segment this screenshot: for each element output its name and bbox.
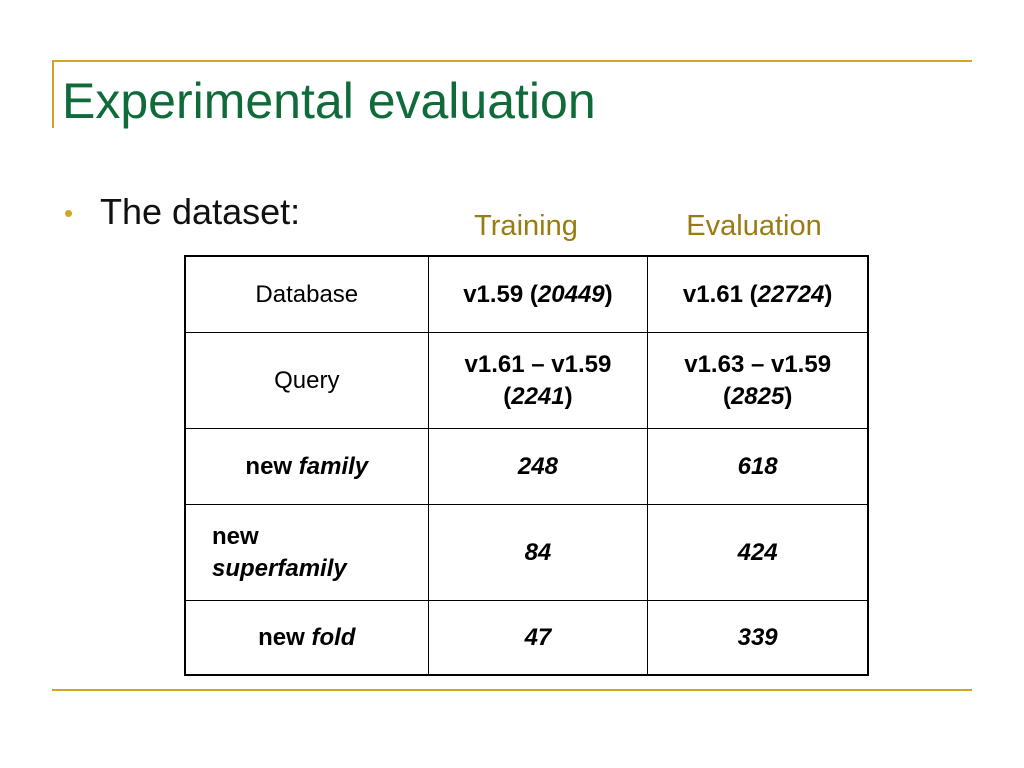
bullet-text: The dataset: [100,191,301,232]
cell-new-family-evaluation: 618 [647,428,869,505]
cell-new-superfamily-training: 84 [427,504,649,601]
cell-database-label: Database [184,255,429,333]
cell-new-fold-training: 47 [427,600,649,676]
cell-new-superfamily-evaluation: 424 [647,504,869,601]
slide-title: Experimental evaluation [62,73,596,129]
table-row-new-fold: new fold 47 339 [184,600,869,676]
cell-new-family-training: 248 [427,428,649,505]
bottom-rule [52,689,972,691]
cell-query-training: v1.61 – v1.59 (2241) [427,332,649,429]
table-row-query: Query v1.61 – v1.59 (2241) v1.63 – v1.59(… [184,332,869,429]
cell-query-evaluation: v1.63 – v1.59 (2825) [647,332,869,429]
column-header-evaluation: Evaluation [686,210,822,242]
dataset-table: Database v1.59 (20449) v1.61 (22724) Que… [184,255,869,676]
cell-query-label: Query [184,332,429,429]
cell-new-fold-evaluation: 339 [647,600,869,676]
table-row-new-superfamily: new superfamily 84 424 [184,504,869,601]
table-row-new-family: new family 248 618 [184,428,869,505]
column-header-training: Training [474,210,578,242]
cell-database-evaluation: v1.61 (22724) [647,255,869,333]
cell-new-fold-label: new fold [184,600,429,676]
cell-new-superfamily-label: new superfamily [184,504,429,601]
top-rule [52,60,972,62]
cell-new-family-label: new family [184,428,429,505]
table-row-database: Database v1.59 (20449) v1.61 (22724) [184,255,869,333]
left-rule [52,60,54,128]
cell-database-training: v1.59 (20449) [427,255,649,333]
bullet-marker: • [64,198,74,228]
